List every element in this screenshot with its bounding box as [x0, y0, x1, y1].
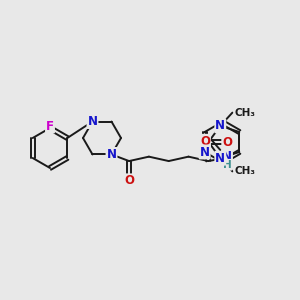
Text: N: N: [215, 152, 225, 165]
Text: F: F: [46, 119, 54, 133]
Text: O: O: [222, 136, 232, 148]
Text: CH₃: CH₃: [234, 167, 255, 176]
Text: N: N: [215, 119, 225, 132]
Text: N: N: [222, 150, 232, 163]
Text: H: H: [223, 160, 231, 170]
Text: N: N: [88, 115, 98, 128]
Text: N: N: [106, 148, 116, 161]
Text: CH₃: CH₃: [234, 108, 255, 118]
Text: O: O: [200, 135, 210, 148]
Text: N: N: [200, 146, 210, 158]
Text: O: O: [124, 174, 134, 188]
